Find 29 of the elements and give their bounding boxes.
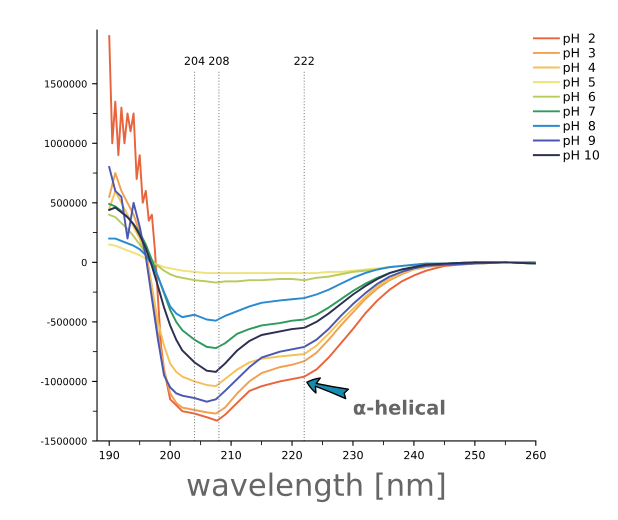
x-tick-label: 190	[100, 450, 120, 460]
legend-label: pH 7	[564, 106, 595, 118]
y-tick-label: 500000	[50, 199, 87, 207]
legend-label: pH 3	[564, 48, 595, 60]
ref-line-label: 222	[294, 56, 314, 65]
ref-line-label: 204	[184, 56, 205, 65]
legend-label: pH 4	[564, 62, 596, 74]
y-tick-label: -1500000	[40, 437, 87, 445]
x-tick-label: 200	[160, 450, 180, 460]
ref-line-label: 208	[209, 56, 229, 65]
x-tick-label: 260	[526, 450, 546, 460]
legend-label: pH 2	[564, 33, 595, 46]
x-tick-label: 240	[404, 450, 424, 460]
legend-label: pH 5	[564, 77, 595, 90]
x-tick-label: 210	[221, 450, 241, 460]
y-tick-label: 1500000	[45, 80, 87, 88]
annotation: α-helical	[354, 400, 444, 415]
legend-label: pH 6	[564, 92, 596, 104]
x-tick-label: 220	[282, 450, 302, 460]
legend-label: pH 9	[564, 136, 595, 148]
legend-label: pH 8	[564, 121, 596, 133]
x-tick-label: 230	[343, 450, 363, 460]
y-tick-label: -1000000	[40, 378, 87, 386]
y-tick-label: 1000000	[45, 140, 87, 148]
x-axis-title: wavelength [nm]	[187, 472, 444, 502]
legend-label: pH 10	[564, 150, 600, 162]
y-tick-label: -500000	[47, 318, 87, 326]
y-tick-label: 0	[82, 258, 87, 266]
x-tick-label: 250	[465, 450, 485, 460]
